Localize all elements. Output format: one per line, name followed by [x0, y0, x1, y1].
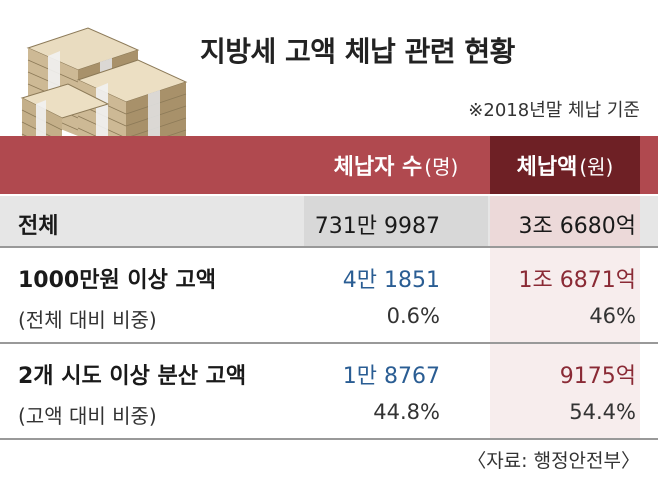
page-title: 지방세 고액 체납 관련 현황 [200, 35, 515, 68]
total-count-value: 731만 9987 [314, 214, 440, 239]
multi-region-count-value: 1만 8767 [342, 364, 440, 389]
row1-amount-cell-bg [490, 248, 640, 342]
row-divider [0, 438, 658, 440]
row-label-high-amount: 1000만원 이상 고액 [18, 268, 216, 293]
row-label-total: 전체 [18, 214, 59, 239]
high-amount-count-value: 4만 1851 [342, 268, 440, 293]
row-divider [0, 246, 658, 248]
high-amount-amount-pct: 46% [589, 304, 636, 328]
row-sublabel-share-of-total: (전체 대비 비중) [18, 308, 157, 332]
multi-region-amount-pct: 54.4% [569, 400, 636, 424]
row-divider [0, 342, 658, 344]
total-amount-value: 3조 6680억 [518, 214, 636, 239]
total-count-cell-bg [304, 196, 488, 246]
row-label-multi-region: 2개 시도 이상 분산 고액 [18, 364, 247, 389]
header-count-label: 체납자 수 [333, 155, 423, 180]
high-amount-amount-value: 1조 6871억 [518, 268, 636, 293]
row-sublabel-share-of-high: (고액 대비 비중) [18, 404, 157, 428]
row2-amount-cell-bg [490, 344, 640, 438]
source-credit: 〈자료: 행정안전부〉 [467, 450, 640, 472]
high-amount-count-pct: 0.6% [386, 304, 440, 328]
header-delinquent-count: 체납자 수 (명) [304, 136, 488, 194]
total-amount-cell-bg [490, 196, 640, 246]
header-amount-label: 체납액 [516, 155, 578, 180]
reference-note: ※2018년말 체납 기준 [468, 100, 640, 121]
header-amount-unit: (원) [579, 154, 614, 179]
header-delinquent-amount: 체납액 (원) [490, 136, 640, 194]
multi-region-amount-value: 9175억 [559, 364, 636, 389]
multi-region-count-pct: 44.8% [373, 400, 440, 424]
header-count-unit: (명) [424, 154, 459, 179]
